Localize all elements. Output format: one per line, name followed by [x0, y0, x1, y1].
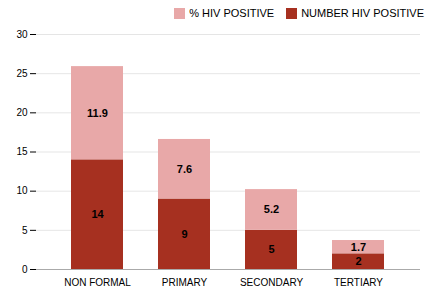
- svg-text:11.9: 11.9: [87, 107, 108, 119]
- svg-text:5: 5: [268, 243, 274, 255]
- svg-text:15: 15: [16, 146, 28, 157]
- svg-text:20: 20: [16, 107, 28, 118]
- svg-text:SECONDARY: SECONDARY: [240, 277, 303, 288]
- svg-text:25: 25: [16, 68, 28, 79]
- svg-text:5: 5: [22, 225, 28, 236]
- svg-text:5.2: 5.2: [264, 203, 279, 215]
- svg-text:10: 10: [16, 185, 28, 196]
- svg-text:2: 2: [355, 255, 361, 267]
- svg-text:14: 14: [91, 208, 104, 220]
- svg-text:PRIMARY: PRIMARY: [162, 277, 208, 288]
- svg-text:0: 0: [22, 264, 28, 275]
- svg-text:7.6: 7.6: [177, 163, 192, 175]
- svg-text:TERTIARY: TERTIARY: [334, 277, 383, 288]
- svg-text:1.7: 1.7: [351, 241, 366, 253]
- svg-text:NON FORMAL: NON FORMAL: [64, 277, 131, 288]
- html-text:% HIV POSITIVE: % HIV POSITIVE: [189, 7, 275, 19]
- svg-text:9: 9: [181, 228, 187, 240]
- svg-text:30: 30: [16, 29, 28, 40]
- html-text:NUMBER HIV POSITIVE: NUMBER HIV POSITIVE: [301, 7, 424, 19]
